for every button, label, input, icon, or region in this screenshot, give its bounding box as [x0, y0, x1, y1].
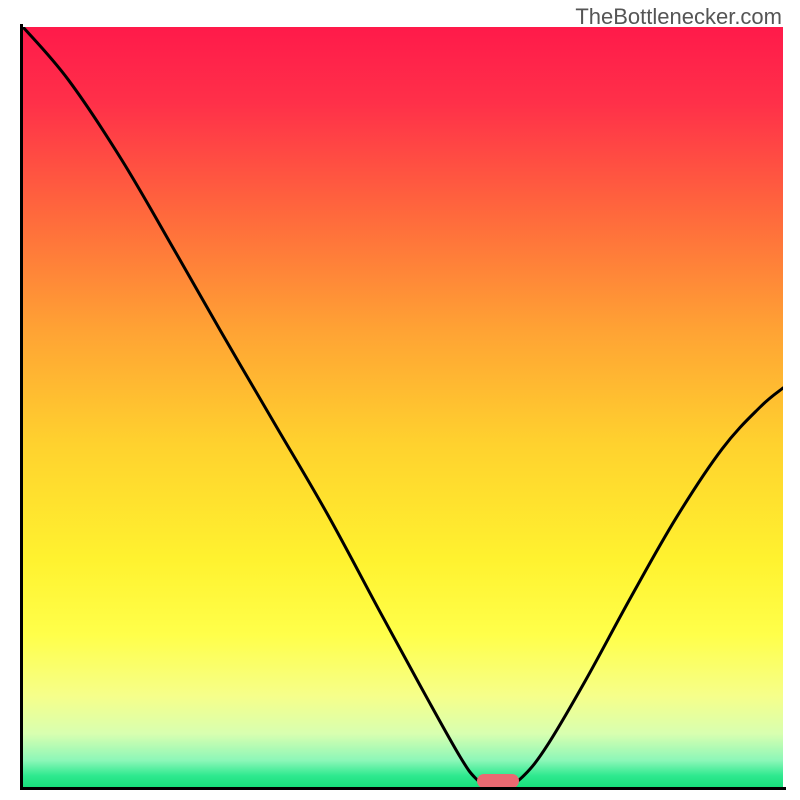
x-axis: [20, 787, 786, 790]
bottleneck-curve: [23, 27, 783, 787]
curve-path: [23, 27, 783, 785]
y-axis: [20, 24, 23, 790]
chart-stage: TheBottlenecker.com: [0, 0, 800, 800]
optimum-marker: [477, 774, 519, 788]
plot-area: [23, 27, 783, 787]
